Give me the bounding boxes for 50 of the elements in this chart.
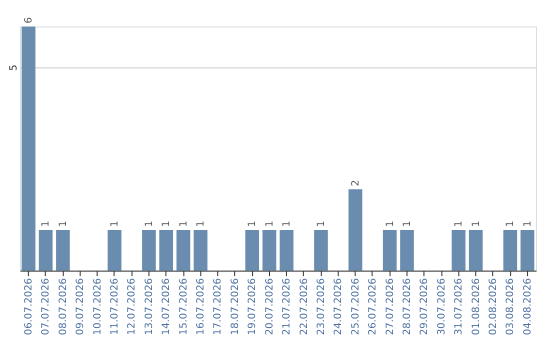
data-label: 1 <box>144 220 155 227</box>
x-tick-label: 23.07.2026 <box>316 278 327 336</box>
data-label: 1 <box>505 220 516 227</box>
x-tick-label: 11.07.2026 <box>110 278 121 336</box>
x-tick-label: 02.08.2026 <box>488 278 499 336</box>
data-label: 1 <box>196 220 207 227</box>
data-label: 2 <box>350 180 362 186</box>
x-tick-label: 24.07.2026 <box>333 278 344 336</box>
x-tick-label: 08.07.2026 <box>58 278 69 336</box>
x-tick-label: 13.07.2026 <box>144 278 155 336</box>
data-label: 1 <box>316 220 327 227</box>
x-tick-label: 27.07.2026 <box>384 278 396 336</box>
data-label: 1 <box>454 220 465 227</box>
data-label: 1 <box>58 220 69 227</box>
data-label: 1 <box>264 220 276 227</box>
x-tick-label: 03.08.2026 <box>505 278 516 336</box>
x-tick-label: 20.07.2026 <box>264 278 276 336</box>
x-tick-label: 07.07.2026 <box>40 278 52 336</box>
x-tick-label: 17.07.2026 <box>212 278 224 336</box>
x-tick-label: 15.07.2026 <box>178 278 190 336</box>
data-label: 1 <box>384 220 396 227</box>
data-label: 1 <box>178 220 190 227</box>
data-label: 1 <box>282 220 293 227</box>
data-label: 1 <box>40 220 52 227</box>
x-tick-label: 22.07.2026 <box>298 278 310 336</box>
x-tick-label: 10.07.2026 <box>92 278 104 336</box>
data-label: 1 <box>161 220 172 227</box>
data-label: 1 <box>522 220 534 227</box>
x-tick-label: 30.07.2026 <box>436 278 448 336</box>
data-label: 1 <box>247 220 258 227</box>
x-tick-label: 31.07.2026 <box>454 278 465 336</box>
data-label: 1 <box>402 220 413 227</box>
x-tick-label: 01.08.2026 <box>470 278 482 336</box>
data-label: 6 <box>24 17 35 24</box>
x-tick-label: 26.07.2026 <box>368 278 379 336</box>
x-tick-label: 18.07.2026 <box>230 278 241 336</box>
data-label: 1 <box>470 220 482 227</box>
x-tick-label: 04.08.2026 <box>522 278 534 336</box>
x-tick-label: 09.07.2026 <box>75 278 86 336</box>
x-tick-label: 21.07.2026 <box>282 278 293 336</box>
x-tick-label: 12.07.2026 <box>126 278 138 336</box>
x-tick-label: 29.07.2026 <box>419 278 430 336</box>
x-tick-label: 19.07.2026 <box>247 278 258 336</box>
x-tick-label: 16.07.2026 <box>196 278 207 336</box>
x-tick-label: 28.07.2026 <box>402 278 413 336</box>
y-tick-label: 5 <box>8 64 20 71</box>
x-tick-label: 25.07.2026 <box>350 278 362 336</box>
x-tick-label: 06.07.2026 <box>24 278 35 336</box>
x-tick-label: 14.07.2026 <box>161 278 172 336</box>
data-label: 1 <box>110 220 121 227</box>
